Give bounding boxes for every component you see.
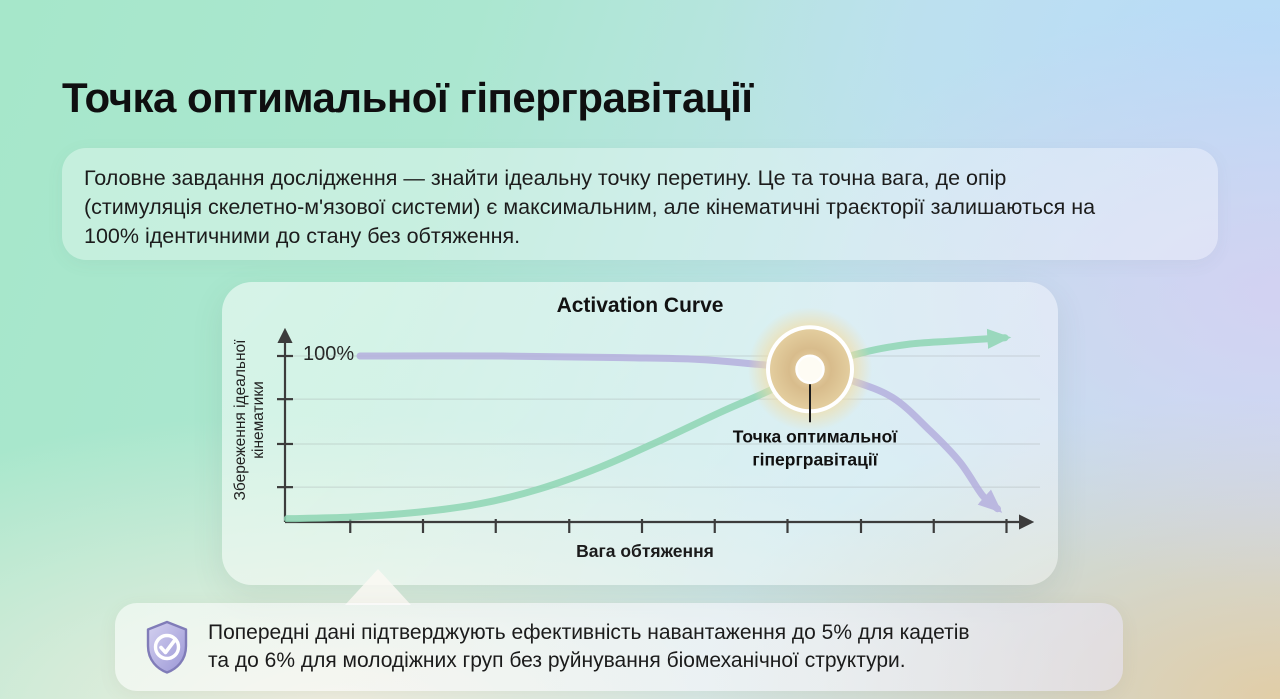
description-line: (стимуляція скелетно-м'язової системи) є… — [84, 195, 1096, 219]
chart-plot-svg: Точка оптимальної гіпергравітації — [277, 307, 1040, 533]
note-card: Попередні дані підтверджують ефективніст… — [115, 603, 1123, 691]
y-100-percent-label: 100% — [303, 343, 355, 365]
series-muscle-activation — [283, 328, 1012, 523]
optimal-point-center — [795, 354, 825, 385]
slide-title: Точка оптимальної гіпергравітації — [62, 74, 753, 122]
note-text: Попередні дані підтверджують ефективніст… — [208, 619, 970, 675]
description-card: Головне завдання дослідження — знайти ід… — [62, 148, 1218, 260]
optimal-point-annotation: гіпергравітації — [752, 449, 878, 469]
shield-check-icon — [143, 619, 191, 675]
optimal-point-annotation: Точка оптимальної — [733, 426, 899, 446]
note-line: та до 6% для молодіжних груп без руйнува… — [208, 649, 906, 672]
chart-card: Activation Curve Збереження ідеальної кі… — [222, 282, 1058, 585]
chart-title: Activation Curve — [556, 294, 724, 317]
description-line: Головне завдання дослідження — знайти ід… — [84, 166, 1007, 190]
description-line: 100% ідентичними до стану без обтяження. — [84, 224, 521, 248]
x-axis-label: Вага обтяження — [576, 541, 714, 561]
note-line: Попередні дані підтверджують ефективніст… — [208, 621, 970, 644]
